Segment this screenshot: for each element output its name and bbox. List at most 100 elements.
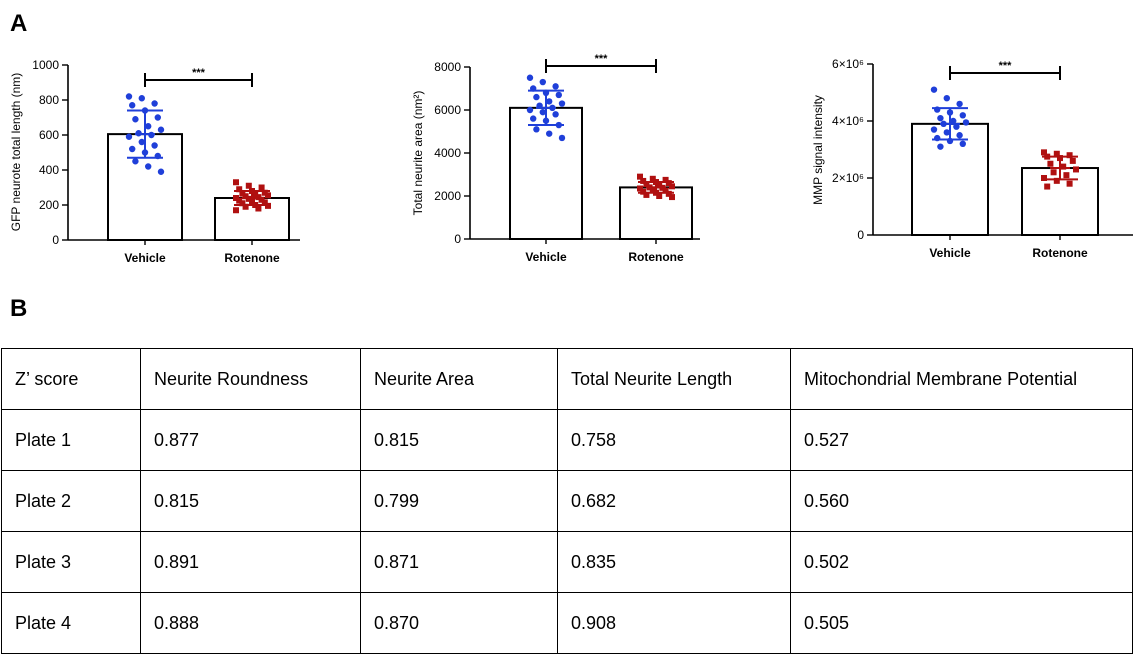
table-row: Plate 1 0.877 0.815 0.758 0.527 bbox=[1, 409, 1133, 471]
data-point bbox=[930, 126, 938, 133]
data-point bbox=[1073, 166, 1079, 173]
data-point bbox=[937, 143, 944, 150]
y-tick-label: 2000 bbox=[434, 189, 461, 203]
data-point bbox=[943, 95, 950, 102]
data-point bbox=[132, 158, 139, 165]
data-point bbox=[649, 175, 656, 182]
header-cell: Mitochondrial Membrane Potential bbox=[790, 348, 1133, 410]
data-point bbox=[129, 102, 136, 109]
data-point bbox=[1053, 150, 1060, 157]
data-point bbox=[252, 191, 259, 198]
data-point bbox=[1060, 163, 1067, 170]
data-point bbox=[145, 163, 152, 170]
table-cell: 0.560 bbox=[790, 470, 1133, 532]
table-cell: 0.908 bbox=[557, 592, 791, 654]
data-point bbox=[261, 189, 268, 196]
y-tick-label: 600 bbox=[39, 128, 59, 142]
data-point bbox=[239, 190, 246, 197]
data-point bbox=[1050, 169, 1057, 176]
data-point bbox=[649, 186, 656, 193]
data-point bbox=[956, 132, 963, 139]
data-point bbox=[546, 98, 553, 105]
y-tick-label: 4×10⁶ bbox=[832, 114, 864, 128]
data-point bbox=[258, 196, 265, 203]
data-point bbox=[669, 194, 675, 201]
bar-rotenone bbox=[619, 186, 693, 240]
data-point bbox=[151, 142, 158, 149]
data-point bbox=[530, 115, 537, 122]
data-point bbox=[138, 138, 145, 146]
data-point bbox=[151, 100, 158, 107]
data-point bbox=[539, 108, 546, 116]
data-point bbox=[236, 186, 243, 193]
data-point bbox=[558, 100, 566, 107]
significance-label: *** bbox=[192, 67, 206, 79]
data-point bbox=[233, 207, 239, 214]
table-cell: 0.758 bbox=[557, 409, 791, 471]
table-header-row: Z’ score Neurite Roundness Neurite Area … bbox=[1, 348, 1133, 410]
x-category-label: Vehicle bbox=[124, 251, 166, 265]
data-point bbox=[539, 78, 546, 86]
y-tick-label: 6000 bbox=[434, 103, 461, 117]
x-category-label: Rotenone bbox=[628, 250, 684, 264]
data-point bbox=[662, 176, 669, 183]
significance-label: *** bbox=[595, 53, 609, 65]
data-point bbox=[640, 177, 647, 184]
header-cell: Z’ score bbox=[1, 348, 141, 410]
table-cell: 0.505 bbox=[790, 592, 1133, 654]
data-point bbox=[1066, 152, 1073, 159]
table-cell: 0.888 bbox=[140, 592, 361, 654]
data-point bbox=[265, 192, 271, 199]
y-tick-label: 2×10⁶ bbox=[832, 171, 864, 185]
y-axis-label: Total neurite area (nm²) bbox=[411, 91, 425, 216]
data-point bbox=[665, 180, 672, 187]
y-tick-label: 0 bbox=[52, 233, 59, 247]
data-point bbox=[1069, 157, 1076, 164]
data-point bbox=[1047, 160, 1054, 167]
data-point bbox=[953, 123, 960, 130]
data-point bbox=[154, 114, 161, 121]
data-point bbox=[643, 191, 650, 198]
x-category-label: Vehicle bbox=[929, 246, 971, 260]
table-row: Plate 4 0.888 0.870 0.908 0.505 bbox=[1, 592, 1133, 654]
data-point bbox=[258, 184, 265, 191]
table-cell: Plate 2 bbox=[1, 470, 141, 532]
data-point bbox=[233, 179, 239, 186]
data-point bbox=[950, 117, 957, 125]
y-tick-label: 200 bbox=[39, 198, 59, 212]
data-point bbox=[959, 140, 966, 147]
table-cell: 0.835 bbox=[557, 531, 791, 593]
data-point bbox=[656, 193, 663, 199]
data-point bbox=[956, 100, 963, 108]
data-point bbox=[669, 183, 675, 190]
data-point bbox=[662, 187, 669, 194]
mmp-intensity-chart: MMP signal intensity 0 2×10⁶ 4×10⁶ 6×10⁶ Vehi… bbox=[811, 57, 1133, 260]
data-point bbox=[552, 83, 559, 90]
data-point bbox=[236, 197, 243, 204]
data-point bbox=[558, 134, 566, 142]
y-axis-label: MMP signal intensity bbox=[811, 95, 825, 205]
table-row: Plate 2 0.815 0.799 0.682 0.560 bbox=[1, 470, 1133, 532]
data-point bbox=[533, 93, 540, 101]
data-point bbox=[1053, 177, 1060, 184]
data-point bbox=[665, 190, 672, 197]
table-cell: 0.815 bbox=[360, 409, 558, 471]
data-point bbox=[129, 145, 136, 153]
data-point bbox=[1041, 175, 1047, 181]
x-category-label: Rotenone bbox=[1032, 246, 1088, 260]
table-cell: 0.815 bbox=[140, 470, 361, 532]
x-category-label: Rotenone bbox=[224, 251, 280, 265]
data-point bbox=[656, 182, 663, 189]
data-point bbox=[233, 195, 239, 201]
panel-label-a: A bbox=[10, 10, 28, 37]
header-cell: Neurite Area bbox=[360, 348, 558, 410]
table-cell: 0.502 bbox=[790, 531, 1133, 593]
data-point bbox=[555, 91, 562, 99]
data-point bbox=[157, 126, 165, 133]
table-cell: 0.871 bbox=[360, 531, 558, 593]
z-score-table: Z’ score Neurite Roundness Neurite Area … bbox=[1, 348, 1133, 654]
y-tick-label: 0 bbox=[857, 228, 864, 242]
data-point bbox=[138, 95, 145, 102]
data-point bbox=[157, 168, 165, 175]
data-point bbox=[255, 205, 262, 212]
